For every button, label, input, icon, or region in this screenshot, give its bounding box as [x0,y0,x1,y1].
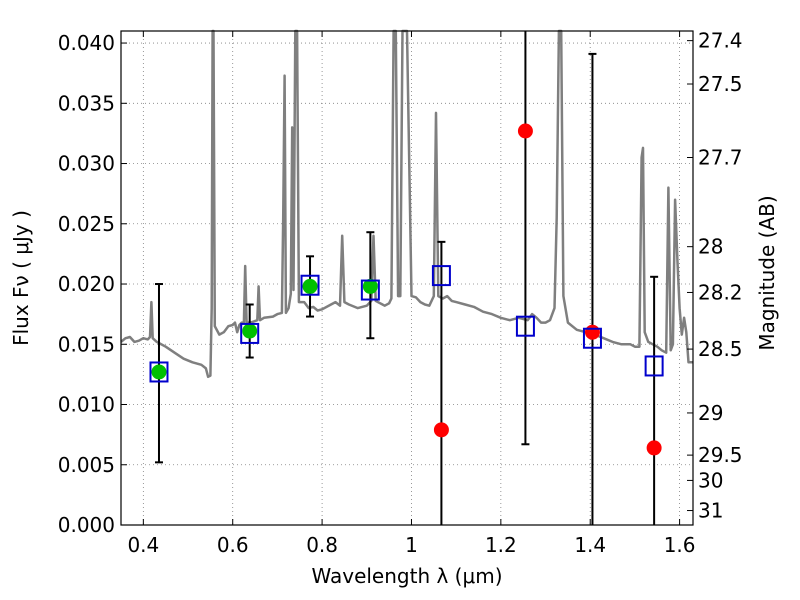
x-tick-label: 0.8 [306,533,338,557]
right-y-tick-label: 27.4 [698,29,743,53]
observed-flux-point [302,278,318,294]
x-tick-label: 1.6 [664,533,696,557]
y-tick-label: 0.000 [58,513,115,537]
y-tick-label: 0.010 [58,393,115,417]
limit-flux-point [584,324,600,340]
x-tick-label: 1 [405,533,418,557]
y-tick-label: 0.035 [58,91,115,115]
right-y-tick-label: 30 [698,468,723,492]
limit-flux-point [433,422,449,438]
model-photometry-square [515,315,535,337]
right-y-tick-label: 27.7 [698,146,743,170]
x-tick-label: 0.4 [127,533,159,557]
model-photometry-square [300,274,320,296]
y-tick-label: 0.025 [58,212,115,236]
model-photometry-square [360,279,380,301]
right-y-tick-label: 28 [698,235,723,259]
x-tick-label: 0.6 [217,533,249,557]
y-tick-label: 0.030 [58,152,115,176]
grid [121,31,693,526]
limit-flux-point [517,123,533,139]
right-y-tick-label: 31 [698,499,723,523]
model-photometry-square [431,265,451,287]
right-y-tick-label: 28.2 [698,280,743,304]
observed-flux-point [151,364,167,380]
x-axis-title: Wavelength λ (μm) [311,564,502,588]
y-tick-label: 0.005 [58,453,115,477]
right-y-tick-label: 29 [698,401,723,425]
model-photometry-square [582,327,602,349]
right-y-axis-title: Magnitude (AB) [755,195,779,350]
x-tick-label: 1.2 [485,533,517,557]
right-y-tick-label: 28.5 [698,337,743,361]
y-tick-label: 0.040 [58,31,115,55]
model-spectrum-line [120,29,693,379]
observed-flux-point [242,323,258,339]
plot-frame [120,30,694,526]
limit-flux-point [646,440,662,456]
y-tick-label: 0.015 [58,332,115,356]
errorbar-layer [154,31,659,525]
y-tick-label: 0.020 [58,272,115,296]
model-photometry-square [644,355,664,377]
ticks-layer: 0.4 0.6 0.8 1 1.2 1.4 1.6 0.000 0.005 0.010 0.015 0… [58,29,743,557]
observed-flux-point [362,278,378,294]
x-tick-label: 1.4 [574,533,606,557]
right-y-tick-label: 27.5 [698,72,743,96]
model-spectrum-layer [120,29,693,379]
model-photometry-square [240,322,260,344]
right-y-tick-label: 29.5 [698,443,743,467]
y-axis-title: Flux Fν ( μJy ) [9,210,33,346]
marker-layer [149,123,664,456]
model-photometry-square [149,361,169,383]
